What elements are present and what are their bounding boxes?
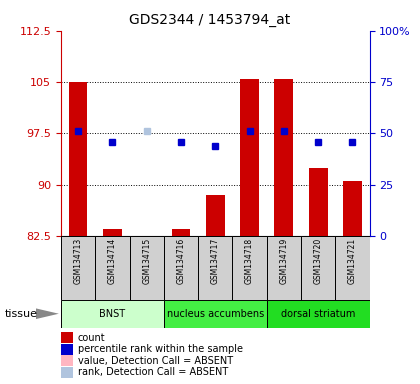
Bar	[198, 236, 232, 300]
Text: BNST: BNST	[99, 309, 126, 319]
Text: percentile rank within the sample: percentile rank within the sample	[78, 344, 243, 354]
Text: value, Detection Call = ABSENT: value, Detection Call = ABSENT	[78, 356, 233, 366]
Bar	[68, 82, 87, 236]
Text: GSM134713: GSM134713	[74, 238, 83, 284]
Bar	[301, 236, 335, 300]
Bar	[61, 300, 164, 328]
Bar	[61, 236, 95, 300]
Bar	[335, 236, 370, 300]
Text: nucleus accumbens: nucleus accumbens	[167, 309, 264, 319]
Bar	[164, 236, 198, 300]
Bar	[267, 236, 301, 300]
Bar	[240, 79, 259, 236]
Text: dorsal striatum: dorsal striatum	[281, 309, 355, 319]
Polygon shape	[36, 308, 59, 319]
Bar	[103, 229, 122, 236]
Text: GSM134715: GSM134715	[142, 238, 151, 284]
Bar	[164, 300, 267, 328]
Text: count: count	[78, 333, 105, 343]
Bar	[343, 181, 362, 236]
Bar	[274, 79, 293, 236]
Text: GSM134716: GSM134716	[176, 238, 186, 284]
Text: GDS2344 / 1453794_at: GDS2344 / 1453794_at	[129, 13, 291, 27]
Bar	[129, 236, 164, 300]
Bar	[309, 168, 328, 236]
Text: tissue: tissue	[5, 309, 38, 319]
Text: GSM134720: GSM134720	[314, 238, 323, 284]
Text: GSM134714: GSM134714	[108, 238, 117, 284]
Bar	[95, 236, 129, 300]
Bar	[267, 300, 370, 328]
Text: GSM134717: GSM134717	[211, 238, 220, 284]
Bar	[206, 195, 225, 236]
Text: GSM134718: GSM134718	[245, 238, 254, 284]
Bar	[171, 229, 190, 236]
Text: rank, Detection Call = ABSENT: rank, Detection Call = ABSENT	[78, 367, 228, 377]
Bar	[232, 236, 267, 300]
Text: GSM134719: GSM134719	[279, 238, 289, 284]
Text: GSM134721: GSM134721	[348, 238, 357, 284]
